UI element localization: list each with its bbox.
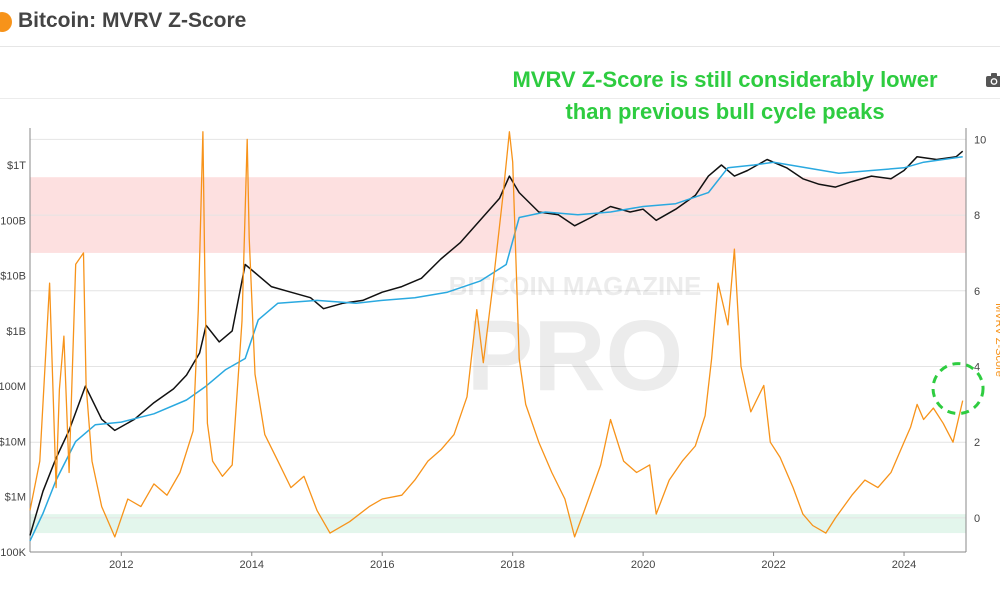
toolbar-divider [0, 98, 1000, 99]
y-left-tick-label: 100M [0, 381, 26, 393]
y-right-tick-label: 2 [974, 437, 980, 449]
chart-annotation: MVRV Z-Score is still considerably lower… [470, 64, 980, 128]
x-tick-label: 2012 [109, 559, 133, 571]
mvrv-zscore-line [29, 131, 964, 538]
y-right-tick-label: 6 [974, 286, 980, 298]
annotation-line-2: than previous bull cycle peaks [565, 99, 885, 124]
y-left-tick-label: $1B [6, 326, 26, 338]
y-right-tick-label: 0 [974, 513, 980, 525]
watermark-bottom: PRO [467, 300, 684, 412]
bitcoin-logo-icon [0, 12, 12, 32]
x-tick-label: 2024 [892, 559, 916, 571]
y-left-tick-label: $10B [0, 271, 26, 283]
y-right-tick-label: 10 [974, 134, 986, 146]
y-right-axis-label: MVRV Z-Score [993, 303, 1000, 377]
y-right-tick-label: 4 [974, 362, 980, 374]
realized-price-line [29, 155, 963, 542]
y-right-tick-label: 8 [974, 210, 980, 222]
x-tick-label: 2022 [761, 559, 785, 571]
y-left-tick-label: $1T [7, 160, 26, 172]
watermark-top: BITCOIN MAGAZINE [449, 271, 702, 301]
green-zone-band [30, 514, 966, 534]
x-tick-label: 2016 [370, 559, 394, 571]
x-tick-label: 2020 [631, 559, 655, 571]
price-line [29, 150, 964, 536]
header-bar: Bitcoin: MVRV Z-Score [0, 0, 1000, 47]
x-tick-label: 2018 [500, 559, 524, 571]
page-title: Bitcoin: MVRV Z-Score [18, 9, 247, 32]
highlight-circle [931, 362, 985, 416]
y-left-tick-label: $1M [5, 492, 26, 504]
x-tick-label: 2014 [240, 559, 264, 571]
camera-icon[interactable] [984, 70, 1000, 90]
y-left-tick-label: 100K [0, 547, 26, 559]
y-left-tick-label: 100B [0, 215, 26, 227]
annotation-line-1: MVRV Z-Score is still considerably lower [512, 67, 938, 92]
y-left-tick-label: $10M [0, 436, 26, 448]
